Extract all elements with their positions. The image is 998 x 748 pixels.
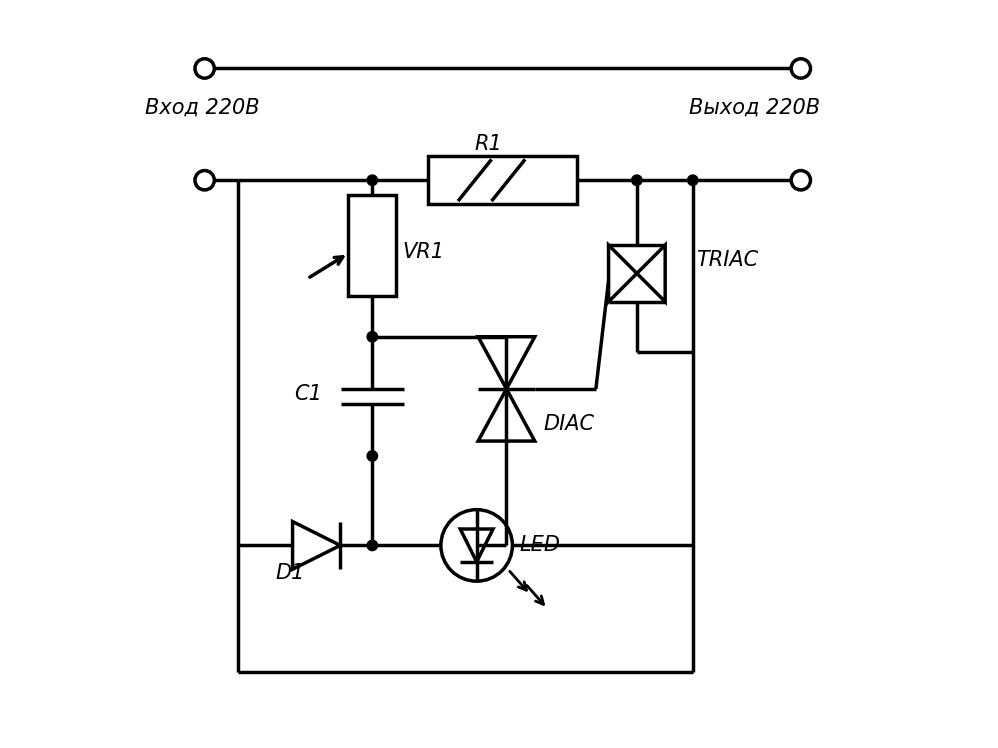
Text: Выход 220В: Выход 220В: [689, 97, 820, 117]
Text: DIAC: DIAC: [544, 414, 595, 434]
Text: TRIAC: TRIAC: [697, 250, 758, 270]
Text: R1: R1: [474, 135, 502, 154]
Circle shape: [367, 331, 377, 342]
Bar: [348, 195, 396, 295]
Circle shape: [367, 175, 377, 186]
Text: LED: LED: [520, 536, 561, 555]
Text: VR1: VR1: [402, 242, 444, 263]
Text: C1: C1: [294, 384, 322, 404]
Text: Вход 220В: Вход 220В: [145, 97, 259, 117]
Bar: [428, 156, 577, 204]
Circle shape: [632, 175, 642, 186]
Text: D1: D1: [275, 563, 304, 583]
Circle shape: [367, 540, 377, 551]
Circle shape: [688, 175, 698, 186]
Circle shape: [367, 451, 377, 462]
